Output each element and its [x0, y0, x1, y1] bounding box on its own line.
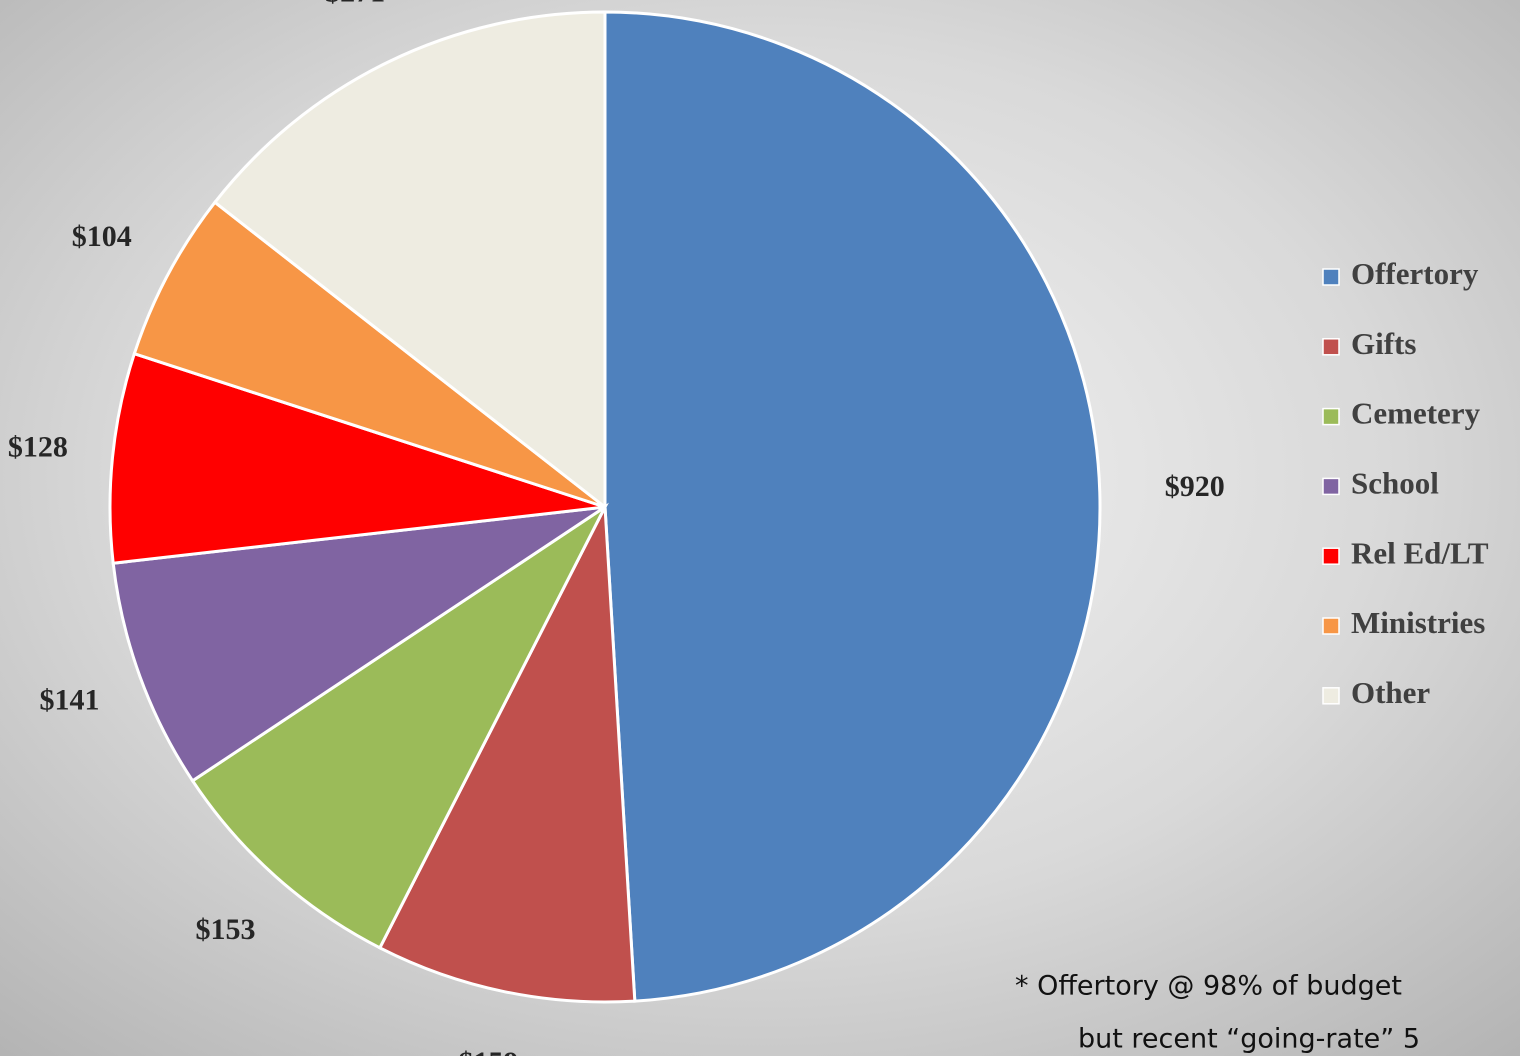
- data-label: $128: [8, 431, 68, 464]
- legend-label: Ministries: [1351, 605, 1485, 640]
- pie-slice: [132, 200, 606, 509]
- legend-label: Other: [1351, 675, 1430, 710]
- legend-swatch: [1322, 477, 1340, 496]
- pie-slice: [108, 351, 606, 565]
- legend-label: Offertory: [1351, 256, 1479, 291]
- legend-label: Cemetery: [1351, 396, 1481, 431]
- legend-swatch: [1322, 407, 1340, 426]
- legend-label: Rel Ed/LT: [1351, 535, 1489, 570]
- pie-slice: [212, 10, 607, 511]
- annotation: * Offertory @ 98% of budget: [1015, 971, 1402, 1002]
- data-label: $141: [40, 683, 100, 716]
- pie-slice: [603, 10, 1102, 1003]
- pie-slice: [377, 501, 637, 1004]
- legend-label: School: [1351, 466, 1439, 501]
- legend-swatch: [1322, 268, 1340, 286]
- data-label: $153: [196, 913, 256, 946]
- legend-swatch: [1322, 338, 1340, 356]
- data-label: $271: [325, 0, 385, 9]
- annotation: but recent “going-rate” 5: [1078, 1024, 1420, 1055]
- legend-label: Gifts: [1351, 326, 1416, 361]
- legend-swatch: [1322, 687, 1340, 705]
- legend-swatch: [1322, 547, 1340, 565]
- legend-swatch: [1322, 617, 1340, 635]
- data-label: $920: [1165, 470, 1225, 503]
- data-label: $159: [458, 1046, 518, 1056]
- pie-slice: [111, 505, 606, 783]
- pie-slice: [190, 502, 609, 950]
- data-label: $104: [72, 220, 132, 253]
